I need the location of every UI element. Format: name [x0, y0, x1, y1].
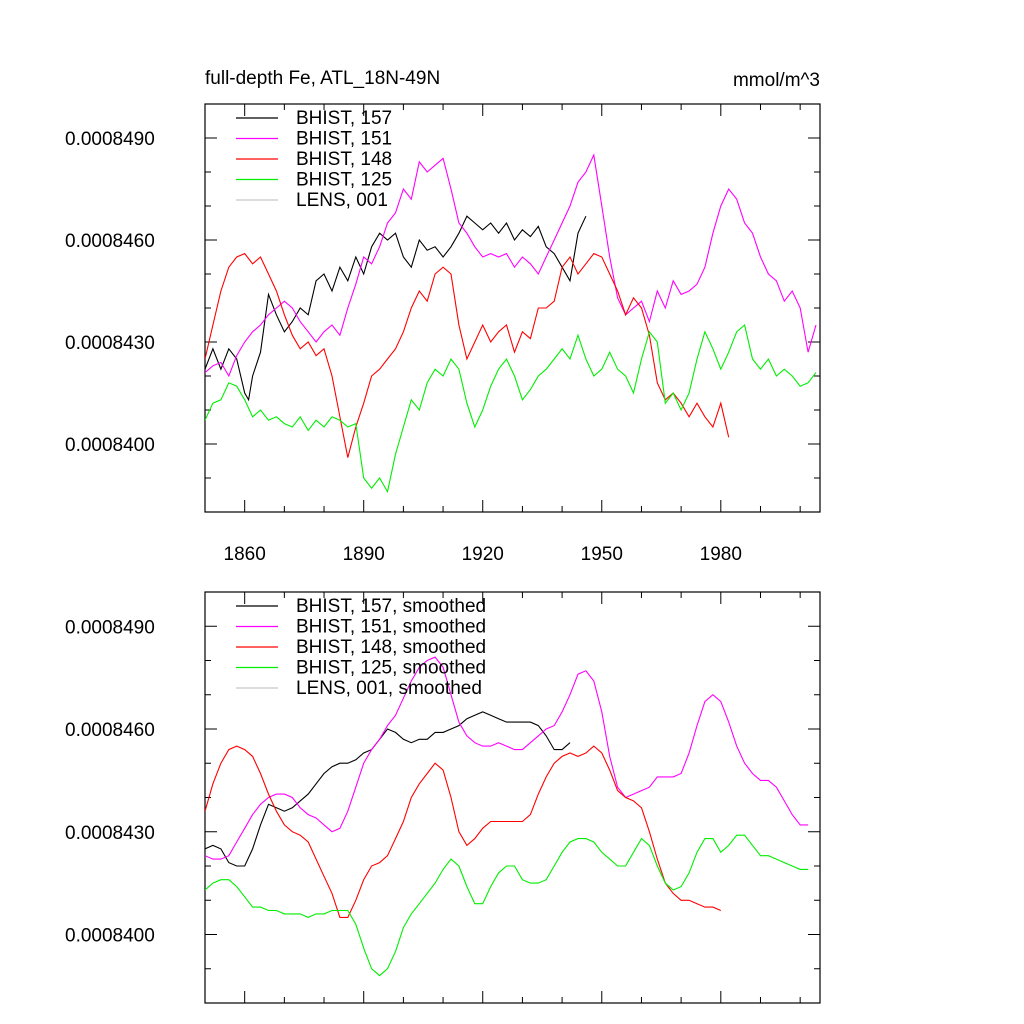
series-line-0: [205, 215, 587, 402]
y-tick-label: 0.0008400: [65, 435, 155, 456]
series-line-3: [205, 323, 817, 494]
x-tick-label: 1980: [700, 544, 742, 565]
legend-label: BHIST, 125, smoothed: [296, 658, 486, 679]
legend-label: BHIST, 157: [296, 108, 392, 129]
y-tick-label: 0.0008460: [65, 720, 155, 741]
legend-label: LENS, 001: [296, 190, 388, 211]
y-tick-label: 0.0008490: [65, 129, 155, 150]
x-tick-label: 1890: [343, 544, 385, 565]
legend-label: BHIST, 125: [296, 170, 392, 191]
y-tick-label: 0.0008400: [65, 926, 155, 947]
series-line-2: [205, 745, 722, 918]
y-tick-label: 0.0008430: [65, 333, 155, 354]
series-line-1: [205, 656, 809, 860]
x-tick-label: 1860: [224, 544, 266, 565]
series-line-0: [205, 711, 571, 867]
x-tick-label: 1920: [462, 544, 504, 565]
legend-label: BHIST, 148, smoothed: [296, 637, 486, 658]
y-tick-label: 0.0008430: [65, 823, 155, 844]
legend-label: BHIST, 151: [296, 129, 392, 150]
legend-label: BHIST, 148: [296, 149, 392, 170]
legend-label: LENS, 001, smoothed: [296, 678, 482, 699]
bottom-panel: 0.0008400 0.0008430 0.0008460 0.0008490 BHIS…: [65, 591, 821, 1004]
legend-label: BHIST, 157, smoothed: [296, 596, 486, 617]
legend-label: BHIST, 151, smoothed: [296, 617, 486, 638]
units-label: mmol/m^3: [733, 70, 820, 91]
y-tick-label: 0.0008460: [65, 231, 155, 252]
series-line-3: [205, 834, 809, 977]
series-line-1: [205, 153, 817, 378]
top-panel: full-depth Fe, ATL_18N-49N mmol/m^3 1860…: [65, 68, 821, 565]
x-tick-label: 1950: [581, 544, 623, 565]
y-tick-label: 0.0008490: [65, 617, 155, 638]
chart-title: full-depth Fe, ATL_18N-49N: [205, 68, 440, 89]
series-line-2: [205, 252, 730, 458]
